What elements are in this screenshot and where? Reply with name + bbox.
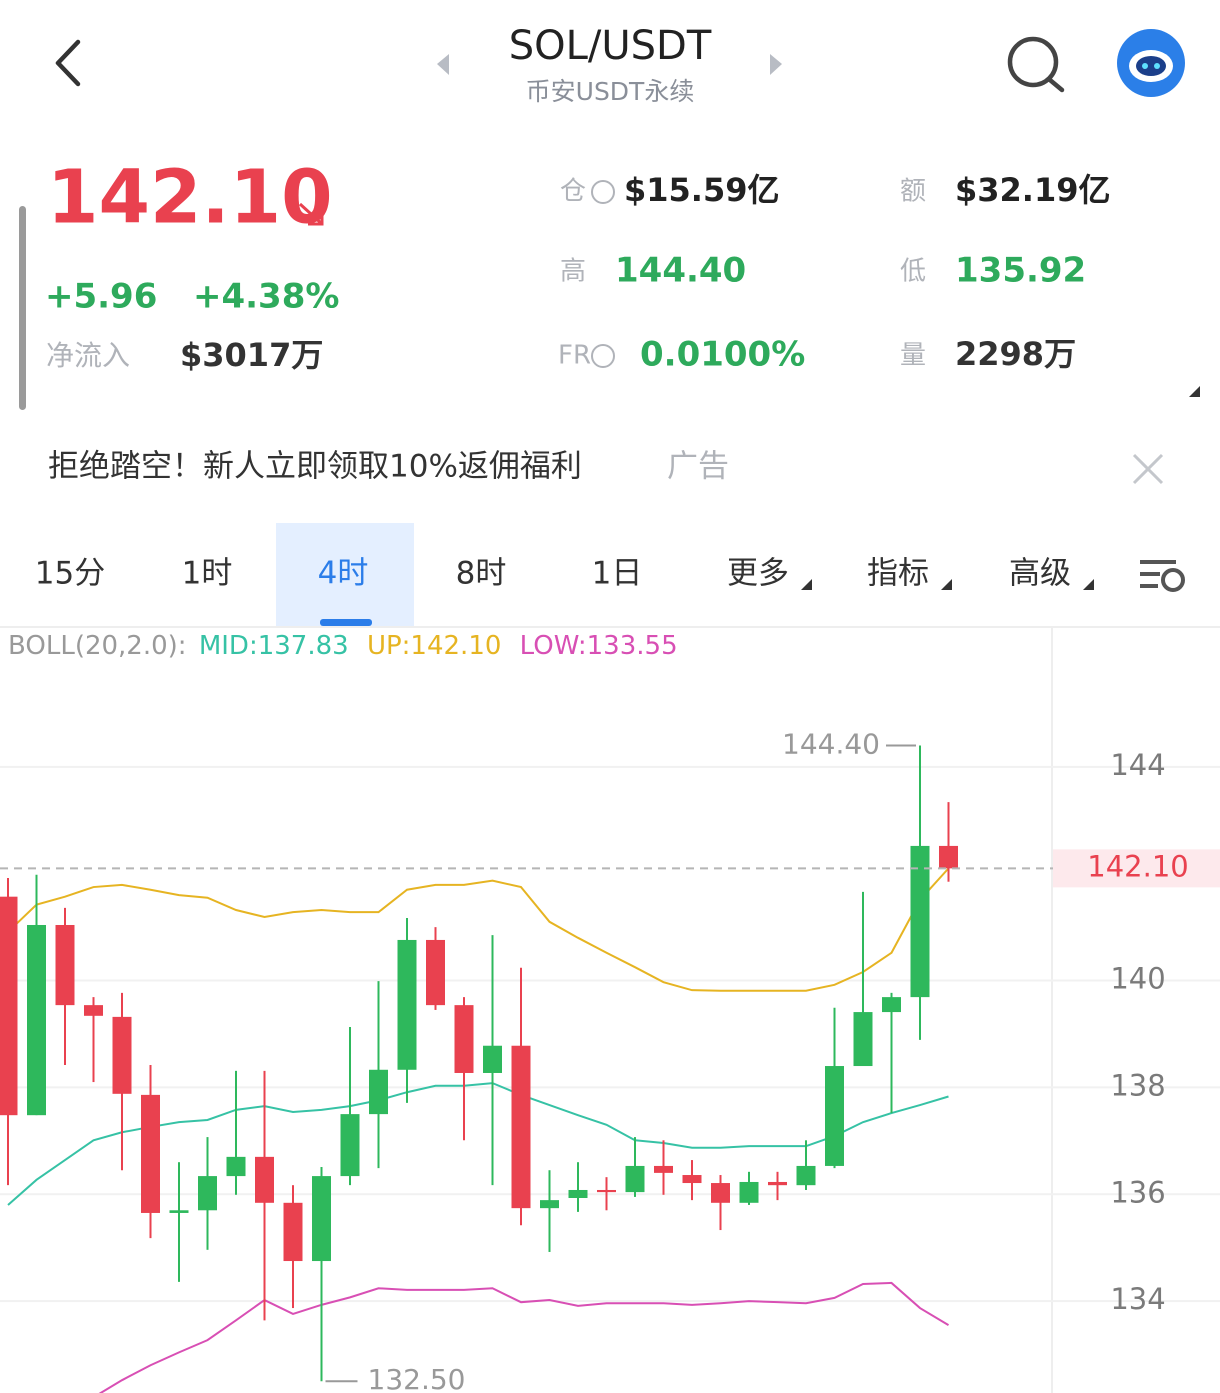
y-tick-label: 136 <box>1110 1175 1165 1209</box>
stat-label: 低 <box>900 257 926 287</box>
stat-label: 额 <box>900 177 926 207</box>
y-tick-label: 140 <box>1110 962 1165 996</box>
inflow-value: $3017万 <box>180 336 323 374</box>
candle-body <box>226 1156 246 1177</box>
price-change: +5.96 <box>45 277 157 317</box>
candle-body <box>682 1175 702 1184</box>
stat-label: 仓 <box>560 177 586 207</box>
boll-line <box>7 1082 949 1206</box>
boll-line <box>7 867 950 992</box>
dropdown-caret <box>1083 579 1094 590</box>
stat-value: 144.40 <box>615 251 746 291</box>
legend-entry: MID:137.83 <box>199 631 349 661</box>
candle-body <box>397 939 417 1070</box>
interval-tab[interactable]: 1时 <box>182 556 233 592</box>
candle-body <box>198 1176 217 1211</box>
prev-symbol[interactable] <box>437 54 449 75</box>
candle-body <box>55 924 75 1006</box>
candle-body <box>625 1165 645 1193</box>
stat-value: 2298万 <box>955 335 1076 373</box>
active-tab-indicator <box>320 619 372 626</box>
candle-body <box>568 1189 588 1198</box>
price-change-pct: +4.38% <box>193 277 339 317</box>
candle-body <box>511 1045 531 1209</box>
y-tick-label: 134 <box>1110 1282 1165 1316</box>
interval-tab[interactable]: 高级 <box>1009 556 1071 592</box>
y-tick-label: 144 <box>1110 748 1165 782</box>
stat-value: 135.92 <box>955 251 1086 291</box>
stat-value: 0.0100% <box>640 335 805 375</box>
interval-tab[interactable]: 指标 <box>867 556 929 592</box>
dropdown-caret <box>801 579 812 590</box>
y-tick-label: 138 <box>1110 1068 1165 1102</box>
symbol-title: SOL/USDT <box>509 23 712 69</box>
candle-body <box>169 1210 189 1213</box>
stat-label: 高 <box>560 257 586 287</box>
banner-close[interactable] <box>1132 453 1164 485</box>
interval-tab[interactable]: 4时 <box>318 556 369 592</box>
candle-body <box>739 1181 759 1203</box>
candle-body <box>825 1066 844 1166</box>
candle-body <box>910 845 930 998</box>
candle-body <box>112 1016 132 1094</box>
interval-tab[interactable]: 更多 <box>727 556 789 592</box>
banner-tag: 广告 <box>667 449 729 485</box>
inflow-label: 净流入 <box>46 339 130 372</box>
candle-body <box>369 1069 388 1115</box>
candle-body <box>283 1202 303 1262</box>
candle-body <box>711 1183 730 1203</box>
help-icon <box>591 344 615 368</box>
candle-body <box>939 845 958 869</box>
expand-toggle[interactable] <box>1189 386 1200 397</box>
interval-tab[interactable]: 8时 <box>456 556 507 592</box>
candle-body <box>141 1094 160 1213</box>
next-symbol[interactable] <box>770 54 782 75</box>
stat-label: FR <box>558 341 591 371</box>
last-price-tag <box>1053 849 1220 888</box>
candle-body <box>768 1181 787 1186</box>
help-icon <box>591 180 615 204</box>
stat-value: $32.19亿 <box>955 171 1111 209</box>
last-price: 142.10 <box>47 155 333 241</box>
stat-value: $15.59亿 <box>624 171 780 209</box>
candle-body <box>454 1005 474 1073</box>
candle-body <box>654 1165 673 1173</box>
candle-body <box>597 1189 616 1193</box>
chart-settings[interactable] <box>1140 560 1185 592</box>
back-button[interactable] <box>55 39 81 87</box>
search-button[interactable] <box>1007 36 1065 93</box>
symbol-subtitle: 币安USDT永续 <box>526 77 695 106</box>
interval-tab[interactable]: 1日 <box>592 556 643 592</box>
legend-entry: LOW:133.55 <box>520 631 678 661</box>
legend-entry: UP:142.10 <box>367 631 501 661</box>
candle-body <box>27 924 46 1116</box>
boll-line <box>98 1281 950 1393</box>
indicator-name: BOLL(20,2.0): <box>8 631 187 661</box>
candle-body <box>340 1114 360 1177</box>
candle-body <box>796 1165 816 1186</box>
high-marker-label: 144.40 <box>782 727 880 760</box>
avatar[interactable] <box>1117 29 1185 97</box>
low-marker-label: 132.50 <box>368 1363 466 1393</box>
down-arrow <box>298 202 324 226</box>
banner-text[interactable]: 拒绝踏空！新人立即领取10%返佣福利 <box>48 449 582 485</box>
side-bar <box>19 206 26 410</box>
candle-body <box>483 1045 502 1073</box>
candle-body <box>426 939 445 1006</box>
candle-body <box>882 997 901 1013</box>
candle-body <box>84 1005 103 1016</box>
dropdown-caret <box>941 579 952 590</box>
indicator-legend: BOLL(20,2.0): MID:137.83 UP:142.10 LOW:1… <box>8 631 678 661</box>
candle-body <box>312 1176 331 1262</box>
candle-body <box>0 896 18 1116</box>
interval-tab[interactable]: 15分 <box>35 556 105 592</box>
active-tab-bg <box>276 523 414 626</box>
stat-label: 量 <box>900 341 926 371</box>
candle-body <box>853 1012 873 1067</box>
last-price-label: 142.10 <box>1087 849 1188 883</box>
candle-body <box>540 1200 559 1209</box>
candle-body <box>255 1156 274 1203</box>
